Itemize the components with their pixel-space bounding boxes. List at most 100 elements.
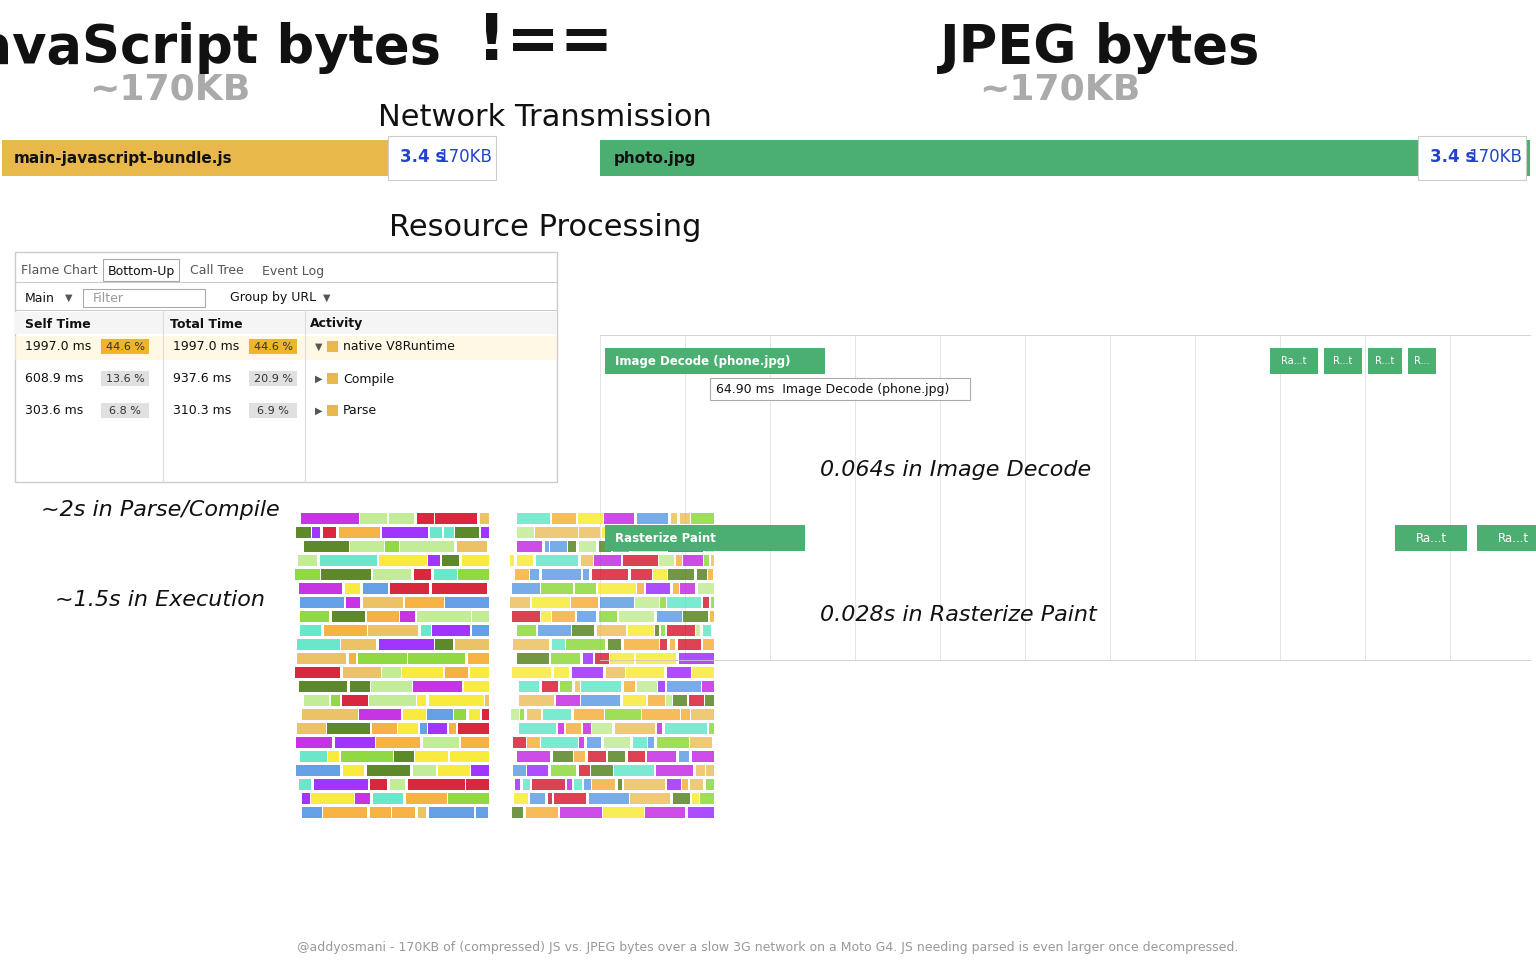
FancyBboxPatch shape — [370, 807, 392, 818]
FancyBboxPatch shape — [584, 653, 593, 664]
FancyBboxPatch shape — [581, 555, 593, 566]
FancyBboxPatch shape — [343, 667, 381, 678]
Text: Main: Main — [25, 291, 55, 305]
FancyBboxPatch shape — [515, 569, 528, 580]
FancyBboxPatch shape — [581, 695, 621, 706]
Text: ~170KB: ~170KB — [980, 73, 1141, 107]
FancyBboxPatch shape — [565, 639, 605, 650]
FancyBboxPatch shape — [702, 681, 714, 692]
Text: Ra...t: Ra...t — [1281, 356, 1307, 366]
FancyBboxPatch shape — [1478, 525, 1536, 551]
FancyBboxPatch shape — [1395, 525, 1467, 551]
FancyBboxPatch shape — [637, 583, 644, 594]
FancyBboxPatch shape — [574, 681, 581, 692]
Text: Activity: Activity — [310, 317, 362, 331]
FancyBboxPatch shape — [418, 807, 425, 818]
FancyBboxPatch shape — [642, 709, 680, 720]
FancyBboxPatch shape — [624, 555, 657, 566]
FancyBboxPatch shape — [339, 527, 379, 538]
FancyBboxPatch shape — [359, 513, 387, 524]
FancyBboxPatch shape — [551, 611, 574, 622]
Text: Ra...t: Ra...t — [1416, 532, 1447, 544]
FancyBboxPatch shape — [677, 639, 700, 650]
FancyBboxPatch shape — [690, 737, 713, 748]
FancyBboxPatch shape — [604, 513, 634, 524]
FancyBboxPatch shape — [561, 681, 571, 692]
FancyBboxPatch shape — [519, 681, 539, 692]
FancyBboxPatch shape — [330, 695, 339, 706]
FancyBboxPatch shape — [668, 541, 703, 552]
FancyBboxPatch shape — [430, 527, 442, 538]
FancyBboxPatch shape — [574, 779, 582, 790]
FancyBboxPatch shape — [422, 737, 459, 748]
FancyBboxPatch shape — [541, 583, 573, 594]
FancyBboxPatch shape — [668, 569, 694, 580]
FancyBboxPatch shape — [413, 765, 436, 776]
FancyBboxPatch shape — [1418, 136, 1525, 180]
FancyBboxPatch shape — [301, 513, 359, 524]
FancyBboxPatch shape — [300, 625, 321, 636]
FancyBboxPatch shape — [571, 597, 598, 608]
FancyBboxPatch shape — [511, 611, 541, 622]
FancyBboxPatch shape — [579, 541, 596, 552]
FancyBboxPatch shape — [1324, 348, 1362, 374]
FancyBboxPatch shape — [665, 723, 707, 734]
FancyBboxPatch shape — [470, 667, 488, 678]
Text: 608.9 ms: 608.9 ms — [25, 372, 83, 386]
FancyBboxPatch shape — [435, 639, 453, 650]
FancyBboxPatch shape — [458, 541, 487, 552]
FancyBboxPatch shape — [367, 611, 399, 622]
Text: Parse: Parse — [343, 404, 378, 418]
FancyBboxPatch shape — [667, 625, 694, 636]
Text: native V8Runtime: native V8Runtime — [343, 340, 455, 354]
FancyBboxPatch shape — [513, 765, 525, 776]
FancyBboxPatch shape — [710, 723, 714, 734]
FancyBboxPatch shape — [708, 569, 713, 580]
FancyBboxPatch shape — [574, 751, 585, 762]
FancyBboxPatch shape — [295, 667, 339, 678]
FancyBboxPatch shape — [684, 555, 703, 566]
Text: Total Time: Total Time — [170, 317, 243, 331]
FancyBboxPatch shape — [429, 555, 439, 566]
Text: Call Tree: Call Tree — [190, 265, 244, 278]
FancyBboxPatch shape — [518, 555, 533, 566]
FancyBboxPatch shape — [389, 513, 415, 524]
Text: R...: R... — [1415, 356, 1430, 366]
FancyBboxPatch shape — [511, 583, 541, 594]
FancyBboxPatch shape — [544, 709, 571, 720]
FancyBboxPatch shape — [300, 583, 343, 594]
FancyBboxPatch shape — [304, 541, 349, 552]
FancyBboxPatch shape — [382, 667, 401, 678]
FancyBboxPatch shape — [631, 541, 667, 552]
FancyBboxPatch shape — [525, 807, 558, 818]
FancyBboxPatch shape — [542, 569, 581, 580]
FancyBboxPatch shape — [296, 723, 326, 734]
FancyBboxPatch shape — [679, 653, 714, 664]
FancyBboxPatch shape — [561, 807, 602, 818]
FancyBboxPatch shape — [370, 779, 387, 790]
FancyBboxPatch shape — [680, 709, 690, 720]
Text: 6.8 %: 6.8 % — [109, 406, 141, 416]
FancyBboxPatch shape — [619, 611, 654, 622]
FancyBboxPatch shape — [513, 639, 548, 650]
Text: 6.9 %: 6.9 % — [257, 406, 289, 416]
FancyBboxPatch shape — [415, 751, 449, 762]
FancyBboxPatch shape — [15, 312, 558, 334]
FancyBboxPatch shape — [680, 513, 690, 524]
FancyBboxPatch shape — [535, 527, 578, 538]
Text: ▼: ▼ — [315, 342, 323, 352]
FancyBboxPatch shape — [574, 583, 596, 594]
FancyBboxPatch shape — [341, 639, 376, 650]
FancyBboxPatch shape — [296, 765, 339, 776]
Text: 0.064s in Image Decode: 0.064s in Image Decode — [820, 460, 1091, 480]
Text: Rasterize Paint: Rasterize Paint — [614, 532, 716, 544]
FancyBboxPatch shape — [645, 807, 685, 818]
FancyBboxPatch shape — [568, 541, 576, 552]
Text: 937.6 ms: 937.6 ms — [174, 372, 232, 386]
FancyBboxPatch shape — [346, 583, 359, 594]
FancyBboxPatch shape — [332, 611, 366, 622]
FancyBboxPatch shape — [650, 527, 660, 538]
FancyBboxPatch shape — [295, 569, 319, 580]
FancyBboxPatch shape — [390, 779, 406, 790]
FancyBboxPatch shape — [628, 625, 654, 636]
